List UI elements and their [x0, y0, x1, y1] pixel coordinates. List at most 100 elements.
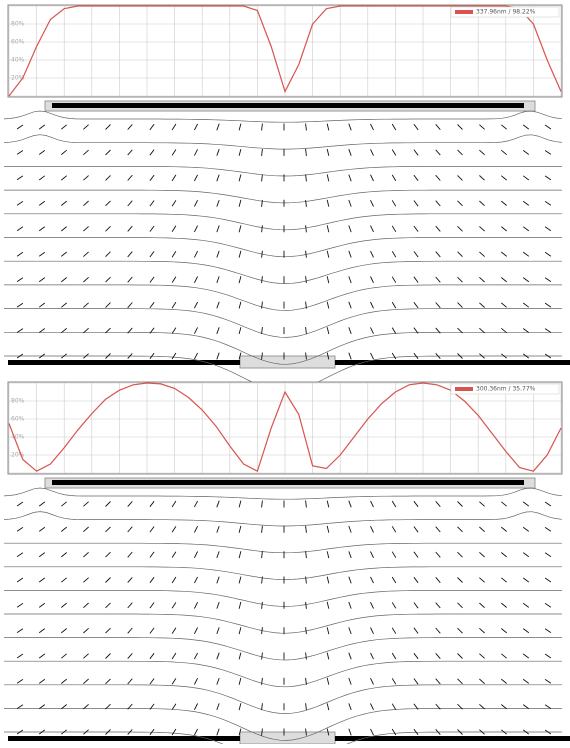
field-arrow [327, 327, 329, 334]
field-arrow [436, 628, 441, 633]
field-arrow [392, 552, 396, 558]
field-arrow [371, 602, 374, 608]
field-arrow [523, 553, 529, 557]
field-arrow [392, 729, 396, 735]
field-arrow [150, 552, 154, 558]
field-arrow [61, 303, 66, 307]
field-arrow [17, 201, 23, 205]
field-arrow [194, 175, 197, 181]
field-arrow [479, 552, 484, 557]
field-arrow [262, 526, 263, 533]
field-arrow [436, 501, 441, 506]
field-arrow [128, 603, 133, 608]
field-arrow [61, 125, 66, 129]
field-arrow [17, 125, 23, 129]
field-arrow [17, 278, 23, 282]
field-arrow [217, 200, 219, 207]
field-diagram [4, 101, 570, 391]
field-arrow [172, 501, 176, 507]
field-line [4, 111, 562, 122]
field-arrow [217, 703, 219, 710]
field-arrow [128, 653, 133, 658]
field-arrow [106, 201, 111, 206]
field-arrow [436, 175, 441, 180]
field-arrow [39, 654, 45, 658]
field-arrow [306, 149, 307, 156]
field-arrow [458, 150, 463, 155]
field-arrow [39, 125, 45, 129]
field-arrow [172, 226, 176, 232]
field-arrow [501, 150, 506, 155]
field-arrow [239, 200, 241, 207]
field-arrow [371, 653, 374, 659]
field-arrow [106, 125, 111, 130]
field-arrow [17, 329, 23, 333]
field-arrow [349, 327, 351, 334]
field-arrow [128, 226, 133, 231]
field-arrow [150, 527, 154, 533]
field-arrow [349, 200, 351, 207]
field-arrow [436, 527, 441, 532]
field-arrow [150, 150, 154, 156]
field-arrow [458, 679, 463, 684]
field-line [4, 488, 562, 499]
field-arrow [150, 679, 154, 685]
field-arrow [371, 353, 374, 359]
field-arrow [501, 553, 506, 557]
field-arrow [479, 226, 484, 231]
field-arrow [479, 252, 484, 257]
field-arrow [262, 678, 263, 685]
field-arrow [61, 629, 66, 633]
field-arrow [39, 679, 45, 683]
field-arrow [172, 678, 176, 684]
field-arrow [194, 200, 197, 206]
field-arrow [306, 627, 307, 634]
field-arrow [327, 678, 329, 685]
field-arrow [17, 705, 23, 709]
field-arrow [371, 501, 374, 507]
field-arrow [217, 627, 219, 634]
field-arrow [128, 501, 133, 506]
bottom-electrode [8, 736, 240, 741]
field-arrow [239, 526, 241, 533]
field-arrow [83, 201, 88, 206]
field-arrow [414, 527, 418, 533]
field-arrow [39, 201, 45, 205]
field-arrow [83, 527, 88, 532]
field-arrow [217, 226, 219, 233]
field-arrow [128, 252, 133, 257]
field-arrow [106, 603, 111, 608]
field-arrow [501, 654, 506, 658]
field-arrow [371, 226, 374, 232]
field-arrow [239, 175, 241, 182]
field-arrow [392, 200, 396, 206]
field-arrow [523, 303, 529, 307]
field-arrow [371, 628, 374, 634]
field-arrow [194, 277, 197, 283]
field-arrow [172, 124, 176, 130]
field-arrow [349, 226, 351, 233]
field-arrow [327, 551, 329, 558]
field-arrow [436, 653, 441, 658]
field-arrow [83, 303, 88, 308]
field-arrow [349, 526, 351, 533]
field-arrow [217, 302, 219, 309]
field-arrow [306, 551, 307, 558]
field-arrow [128, 628, 133, 633]
field-arrow [17, 629, 23, 633]
field-arrow [327, 526, 329, 533]
field-arrow [306, 602, 307, 609]
field-arrow [479, 603, 484, 608]
bottom-electrode [8, 360, 240, 365]
field-arrow [194, 149, 197, 155]
field-arrow [523, 502, 529, 506]
field-arrow [83, 552, 88, 557]
field-arrow [479, 277, 484, 282]
field-arrow [371, 277, 374, 283]
field-arrow [349, 703, 351, 710]
field-arrow [392, 150, 396, 156]
field-arrow [501, 578, 506, 582]
field-arrow [83, 226, 88, 231]
field-arrow [458, 303, 463, 308]
field-arrow [39, 629, 45, 633]
